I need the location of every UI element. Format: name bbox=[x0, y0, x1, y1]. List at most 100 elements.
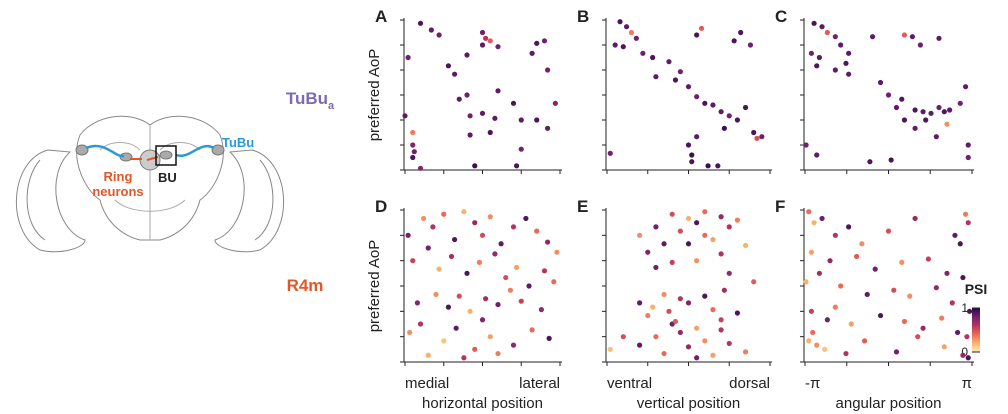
scatter-point bbox=[819, 24, 825, 30]
x-tick-label: π bbox=[962, 375, 972, 392]
scatter-point bbox=[487, 129, 493, 136]
scatter-point bbox=[650, 304, 656, 310]
scatter-point bbox=[846, 50, 852, 56]
scatter-point bbox=[441, 338, 447, 344]
scatter-point bbox=[960, 274, 966, 281]
scatter-point bbox=[456, 293, 462, 299]
scatter-point bbox=[832, 67, 838, 73]
scatter-point bbox=[917, 42, 923, 48]
scatter-point bbox=[546, 335, 552, 341]
scatter-point bbox=[694, 355, 700, 361]
scatter-point bbox=[510, 100, 517, 106]
scatter-point bbox=[653, 224, 659, 230]
scatter-point bbox=[912, 215, 918, 222]
scatter-point bbox=[846, 224, 852, 230]
scatter-point bbox=[518, 117, 524, 123]
scatter-point bbox=[479, 110, 486, 116]
scatter-point bbox=[633, 35, 639, 41]
scatter-point bbox=[726, 270, 732, 276]
scatter-point bbox=[685, 215, 692, 222]
scatter-point bbox=[944, 121, 950, 127]
scatter-point bbox=[551, 279, 557, 285]
scatter-point bbox=[464, 270, 470, 276]
scatter-point bbox=[816, 270, 822, 276]
scatter-point bbox=[710, 307, 716, 313]
panel-label: D bbox=[375, 197, 387, 216]
scatter-point bbox=[452, 71, 458, 77]
scatter-point bbox=[685, 344, 692, 350]
scatter-point bbox=[503, 274, 509, 281]
scatter-point bbox=[824, 29, 830, 36]
scatter-point bbox=[410, 129, 416, 136]
scatter-point bbox=[661, 241, 667, 247]
scatter-point bbox=[808, 308, 815, 314]
scatter-point bbox=[552, 100, 558, 106]
scatter-point bbox=[534, 228, 540, 234]
scatter-point bbox=[810, 329, 816, 336]
scatter-point bbox=[928, 110, 934, 116]
scatter-point bbox=[545, 239, 551, 245]
brain-diagram: TuBu BU Ring neurons bbox=[15, 115, 285, 253]
scatter-point bbox=[846, 71, 852, 77]
scatter-point bbox=[867, 159, 873, 165]
scatter-point bbox=[653, 264, 659, 271]
scatter-point bbox=[661, 291, 667, 298]
scatter-point bbox=[637, 232, 643, 238]
scatter-point bbox=[612, 42, 618, 48]
scatter-point bbox=[912, 107, 918, 113]
scatter-point bbox=[479, 232, 486, 238]
x-tick-label: ventral bbox=[607, 375, 652, 392]
scatter-point bbox=[417, 20, 424, 26]
scatter-point bbox=[909, 34, 916, 40]
panel-label: B bbox=[577, 7, 589, 26]
scatter-point bbox=[702, 293, 708, 299]
scatter-point bbox=[607, 346, 613, 352]
scatter-point bbox=[514, 163, 520, 169]
scatter-point bbox=[694, 94, 700, 100]
scatter-point bbox=[832, 232, 838, 238]
scatter-point bbox=[620, 334, 626, 340]
scatter-point bbox=[710, 102, 716, 108]
scatter-point bbox=[751, 279, 757, 285]
scatter-point bbox=[925, 256, 931, 262]
scatter-point bbox=[888, 157, 894, 163]
scatter-point bbox=[941, 109, 947, 115]
scatter-point bbox=[645, 249, 651, 255]
scatter-point bbox=[492, 115, 498, 121]
scatter-point bbox=[672, 318, 679, 325]
scatter-point bbox=[518, 298, 524, 304]
scatter-point bbox=[476, 259, 482, 265]
scatter-point bbox=[718, 251, 724, 257]
y-axis-label: preferred AoP bbox=[366, 49, 383, 142]
scatter-point bbox=[677, 329, 683, 336]
scatter-point bbox=[899, 259, 905, 265]
scatter-point bbox=[417, 165, 424, 171]
scatter-point bbox=[702, 100, 708, 106]
scatter-point bbox=[405, 54, 411, 61]
scatter-point bbox=[915, 334, 921, 340]
diagram-label: Ring bbox=[104, 169, 133, 184]
scatter-point bbox=[811, 220, 817, 226]
scatter-point bbox=[843, 60, 849, 66]
scatter-point bbox=[751, 129, 757, 136]
scatter-point bbox=[534, 40, 540, 46]
scatter-point bbox=[507, 287, 513, 293]
scatter-point bbox=[872, 266, 878, 272]
scatter-point bbox=[487, 38, 493, 44]
scatter-point bbox=[721, 125, 727, 131]
scatter-point bbox=[832, 304, 838, 310]
scatter-point bbox=[645, 312, 651, 319]
scatter-point bbox=[955, 329, 961, 336]
x-tick-label: -π bbox=[805, 375, 820, 392]
scatter-point bbox=[816, 54, 822, 61]
scatter-point bbox=[814, 63, 820, 69]
scatter-point bbox=[952, 232, 958, 238]
scatter-point bbox=[479, 29, 486, 36]
scatter-point bbox=[718, 317, 724, 323]
scatter-point bbox=[754, 135, 760, 141]
scatter-point bbox=[456, 96, 462, 102]
scatter-point bbox=[957, 241, 963, 247]
scatter-point bbox=[877, 79, 884, 86]
scatter-point bbox=[819, 215, 825, 222]
scatter-point bbox=[623, 24, 630, 30]
